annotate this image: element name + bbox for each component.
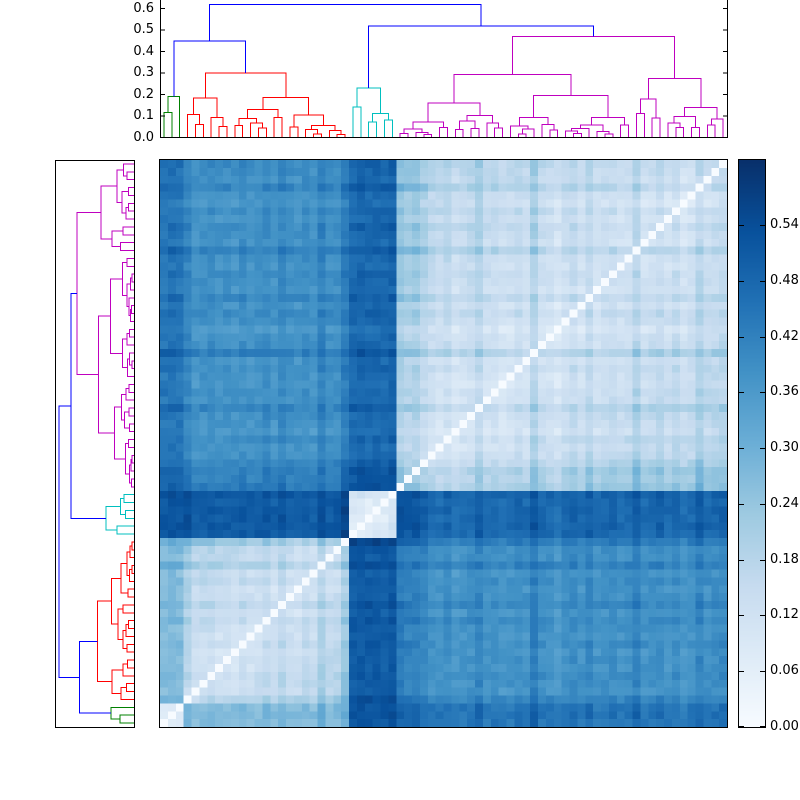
colorbar-tick-mark xyxy=(760,281,765,282)
colorbar-tick-label: 0.48 xyxy=(770,272,799,288)
top-dendrogram-ytick-label: 0.3 xyxy=(133,65,154,81)
left-dendrogram xyxy=(55,160,135,728)
colorbar-tick-mark xyxy=(739,726,744,727)
colorbar-tick-label: 0.00 xyxy=(770,719,799,734)
top-dendrogram-ytick-label: 0.6 xyxy=(133,0,154,16)
top-dendrogram-ytick-label: 0.0 xyxy=(133,129,154,145)
colorbar-tick-label: 0.54 xyxy=(770,217,799,233)
colorbar-tick-mark xyxy=(739,281,744,282)
colorbar-tick-label: 0.30 xyxy=(770,440,799,456)
colorbar-tick-mark xyxy=(760,504,765,505)
colorbar-tick-mark xyxy=(739,504,744,505)
colorbar-tick-mark xyxy=(760,225,765,226)
colorbar-tick-mark xyxy=(739,392,744,393)
colorbar-tick-label: 0.24 xyxy=(770,495,799,511)
heatmap-frame xyxy=(159,159,728,728)
colorbar-tick-mark xyxy=(760,671,765,672)
colorbar-tick-label: 0.18 xyxy=(770,551,799,567)
colorbar-tick-mark xyxy=(760,392,765,393)
top-dendrogram xyxy=(160,0,728,138)
colorbar-tick-mark xyxy=(739,448,744,449)
top-dendrogram-ytick-label: 0.1 xyxy=(133,108,154,124)
distance-matrix-heatmap xyxy=(160,160,727,727)
colorbar-tick-mark xyxy=(760,448,765,449)
colorbar-tick-mark xyxy=(739,337,744,338)
colorbar-tick-mark xyxy=(760,337,765,338)
colorbar-tick-label: 0.42 xyxy=(770,328,799,344)
colorbar-tick-mark xyxy=(739,615,744,616)
colorbar-tick-mark xyxy=(760,615,765,616)
colorbar-frame xyxy=(738,159,766,728)
colorbar-tick-mark xyxy=(739,671,744,672)
top-dendrogram-ytick-label: 0.4 xyxy=(133,43,154,59)
colorbar-tick-mark xyxy=(760,726,765,727)
colorbar-tick-mark xyxy=(760,560,765,561)
colorbar-tick-label: 0.06 xyxy=(770,663,799,679)
colorbar-tick-mark xyxy=(739,225,744,226)
colorbar xyxy=(739,160,765,727)
colorbar-tick-label: 0.36 xyxy=(770,384,799,400)
top-dendrogram-ytick-label: 0.5 xyxy=(133,22,154,38)
top-dendrogram-ytick-label: 0.2 xyxy=(133,86,154,102)
colorbar-tick-mark xyxy=(739,560,744,561)
colorbar-tick-label: 0.12 xyxy=(770,607,799,623)
